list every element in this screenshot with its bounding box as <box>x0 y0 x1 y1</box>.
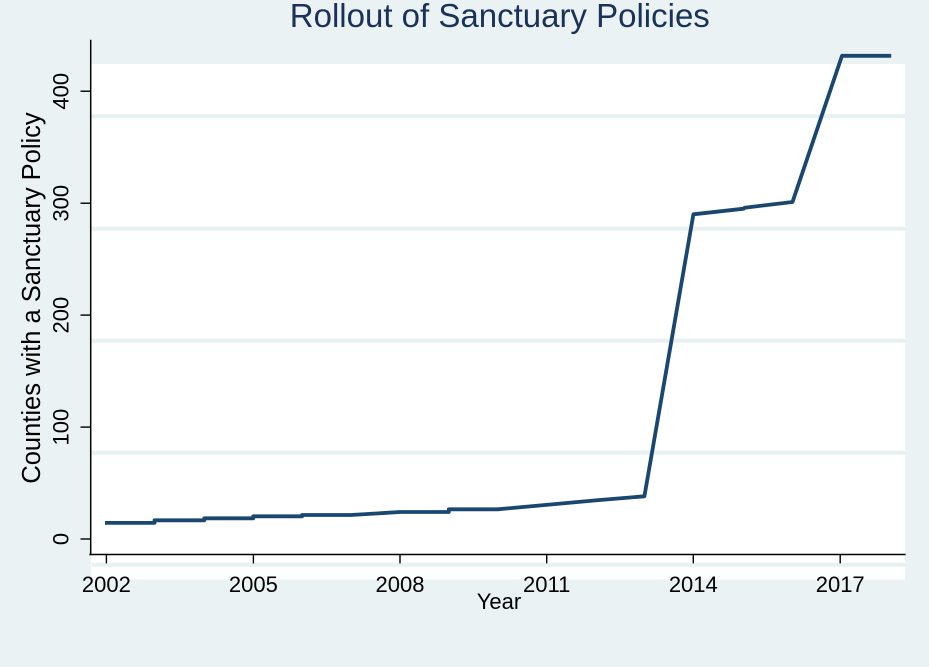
svg-text:2005: 2005 <box>229 572 278 597</box>
svg-text:Counties with a Sanctuary Poli: Counties with a Sanctuary Policy <box>18 112 46 484</box>
svg-text:Rollout of Sanctuary Policies: Rollout of Sanctuary Policies <box>290 0 710 34</box>
svg-text:2017: 2017 <box>816 572 865 597</box>
svg-text:100: 100 <box>49 409 74 446</box>
svg-text:2002: 2002 <box>82 572 131 597</box>
svg-text:Year: Year <box>477 589 521 614</box>
svg-text:200: 200 <box>49 297 74 334</box>
svg-text:300: 300 <box>49 185 74 222</box>
svg-text:400: 400 <box>49 73 74 110</box>
svg-text:2008: 2008 <box>376 572 425 597</box>
svg-text:2011: 2011 <box>523 572 570 597</box>
svg-text:0: 0 <box>49 533 74 545</box>
svg-text:2014: 2014 <box>669 572 718 597</box>
